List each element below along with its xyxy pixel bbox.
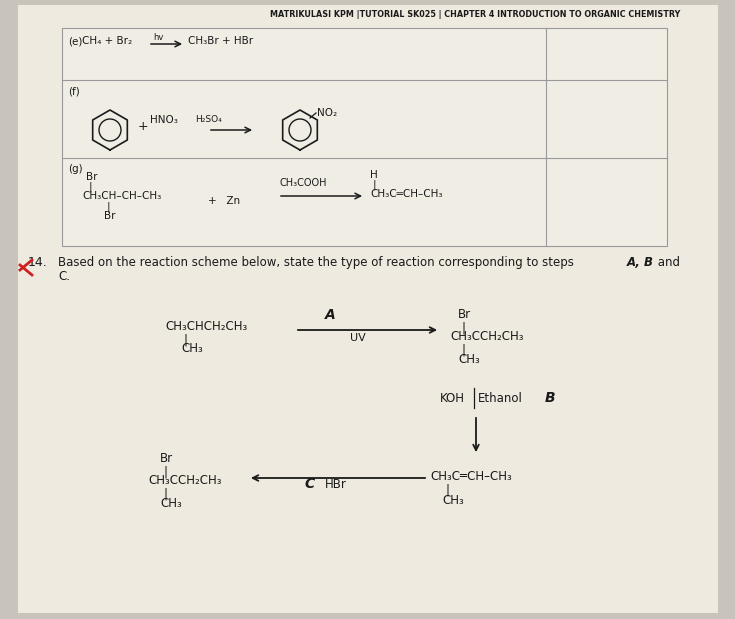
Text: +: + (138, 119, 148, 132)
Text: CH₃CCH₂CH₃: CH₃CCH₂CH₃ (148, 474, 221, 487)
Text: Br: Br (160, 452, 173, 465)
Text: |: | (107, 202, 111, 212)
Text: CH₄ + Br₂: CH₄ + Br₂ (82, 36, 132, 46)
Text: H₂SO₄: H₂SO₄ (195, 115, 222, 124)
Text: CH₃: CH₃ (160, 497, 182, 510)
Text: (f): (f) (68, 86, 80, 96)
Text: |: | (164, 465, 168, 478)
Text: CH₃C═CH–CH₃: CH₃C═CH–CH₃ (370, 189, 442, 199)
Text: |: | (462, 343, 466, 356)
Text: CH₃COOH: CH₃COOH (280, 178, 328, 188)
Text: CH₃: CH₃ (458, 353, 480, 366)
Text: HNO₃: HNO₃ (150, 115, 178, 125)
Text: NO₂: NO₂ (317, 108, 337, 118)
Text: +   Zn: + Zn (208, 196, 240, 206)
Text: MATRIKULASI KPM |TUTORIAL SK025 | CHAPTER 4 INTRODUCTION TO ORGANIC CHEMISTRY: MATRIKULASI KPM |TUTORIAL SK025 | CHAPTE… (270, 10, 680, 19)
Text: (g): (g) (68, 164, 82, 174)
Text: and: and (654, 256, 680, 269)
Text: Br: Br (86, 172, 98, 182)
Text: |: | (462, 321, 466, 334)
Text: Based on the reaction scheme below, state the type of reaction corresponding to : Based on the reaction scheme below, stat… (58, 256, 578, 269)
Text: CH₃CHCH₂CH₃: CH₃CHCH₂CH₃ (165, 320, 247, 333)
Text: A: A (325, 308, 335, 322)
Text: CH₃: CH₃ (442, 494, 464, 507)
Text: Ethanol: Ethanol (478, 391, 523, 404)
Text: 14.: 14. (28, 256, 48, 269)
Text: B: B (545, 391, 556, 405)
Text: HBr: HBr (325, 477, 347, 490)
Text: |: | (184, 333, 188, 346)
FancyBboxPatch shape (18, 5, 718, 613)
Text: C: C (305, 477, 315, 491)
Text: hv: hv (153, 33, 163, 42)
Text: UV: UV (350, 333, 366, 343)
Text: |: | (446, 484, 450, 497)
Text: |: | (164, 487, 168, 500)
Text: CH₃: CH₃ (181, 342, 203, 355)
Text: Br: Br (104, 211, 115, 221)
Text: (e): (e) (68, 36, 82, 46)
Text: CH₃CCH₂CH₃: CH₃CCH₂CH₃ (450, 330, 523, 343)
Text: KOH: KOH (440, 391, 465, 404)
Text: Br: Br (458, 308, 471, 321)
Text: C.: C. (58, 270, 70, 283)
Text: A, B: A, B (627, 256, 654, 269)
Text: |: | (373, 180, 376, 191)
Text: CH₃C═CH–CH₃: CH₃C═CH–CH₃ (430, 470, 512, 483)
Text: H: H (370, 170, 378, 180)
Text: CH₃CH–CH–CH₃: CH₃CH–CH–CH₃ (82, 191, 161, 201)
Text: CH₃Br + HBr: CH₃Br + HBr (188, 36, 253, 46)
Text: |: | (89, 182, 93, 193)
Bar (62, 28, 667, 246)
